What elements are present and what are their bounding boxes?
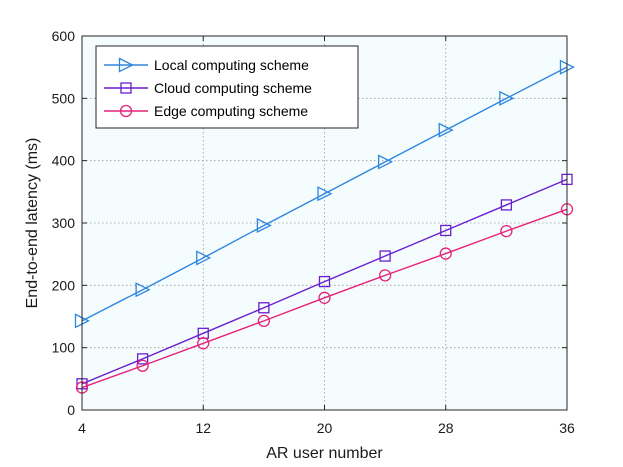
- x-tick-label: 4: [78, 420, 86, 436]
- series-layer: [74, 59, 575, 394]
- data-point: [258, 302, 270, 314]
- data-point: [136, 353, 149, 365]
- legend-marker: [120, 82, 132, 94]
- y-tick-label: 600: [52, 28, 76, 44]
- x-tick-label: 36: [559, 420, 575, 436]
- y-tick-label: 500: [52, 90, 76, 106]
- y-tick-label: 0: [67, 402, 75, 418]
- legend-label: Local computing scheme: [154, 57, 309, 73]
- series-line: [81, 178, 568, 385]
- legend-label: Cloud computing scheme: [154, 80, 312, 96]
- data-point: [257, 314, 271, 328]
- y-tick-label: 300: [52, 215, 76, 231]
- series-line: [81, 208, 568, 389]
- x-axis-title: AR user number: [266, 445, 383, 462]
- y-axis-title: End-to-end latency (ms): [24, 138, 41, 309]
- data-point: [440, 224, 452, 237]
- data-point: [318, 275, 331, 288]
- data-point: [500, 224, 513, 238]
- series-triangle-right: [74, 59, 575, 329]
- axis-ticks: 4 12 20 28 36 0 100 200 300 400 500 600: [52, 28, 575, 436]
- data-point: [378, 269, 392, 282]
- data-point: [197, 337, 210, 350]
- legend-label: Edge computing scheme: [154, 103, 308, 119]
- data-point: [256, 217, 272, 234]
- data-point: [438, 122, 454, 138]
- series-line: [81, 66, 568, 322]
- data-point: [318, 291, 331, 304]
- legend-entry: Edge computing scheme: [104, 103, 308, 119]
- y-tick-label: 100: [52, 340, 76, 356]
- x-tick-label: 28: [438, 420, 454, 436]
- x-tick-label: 20: [317, 420, 333, 436]
- legend-entry: Local computing scheme: [104, 57, 309, 73]
- data-point: [500, 199, 513, 211]
- legend-entry: Cloud computing scheme: [104, 80, 312, 96]
- x-tick-label: 12: [195, 420, 211, 436]
- data-point: [439, 247, 452, 260]
- legend-marker: [119, 104, 133, 118]
- y-tick-label: 200: [52, 277, 76, 293]
- data-point: [377, 154, 394, 170]
- data-point: [135, 282, 151, 298]
- data-point: [379, 250, 391, 262]
- data-point: [499, 90, 515, 106]
- data-point: [196, 250, 212, 266]
- y-tick-label: 400: [52, 153, 76, 169]
- legend: Local computing scheme Cloud computing sc…: [95, 45, 359, 129]
- data-point: [317, 186, 333, 202]
- series-circle: [75, 203, 574, 394]
- legend-marker: [118, 57, 134, 73]
- legend-box: [95, 45, 359, 129]
- data-point: [136, 359, 149, 372]
